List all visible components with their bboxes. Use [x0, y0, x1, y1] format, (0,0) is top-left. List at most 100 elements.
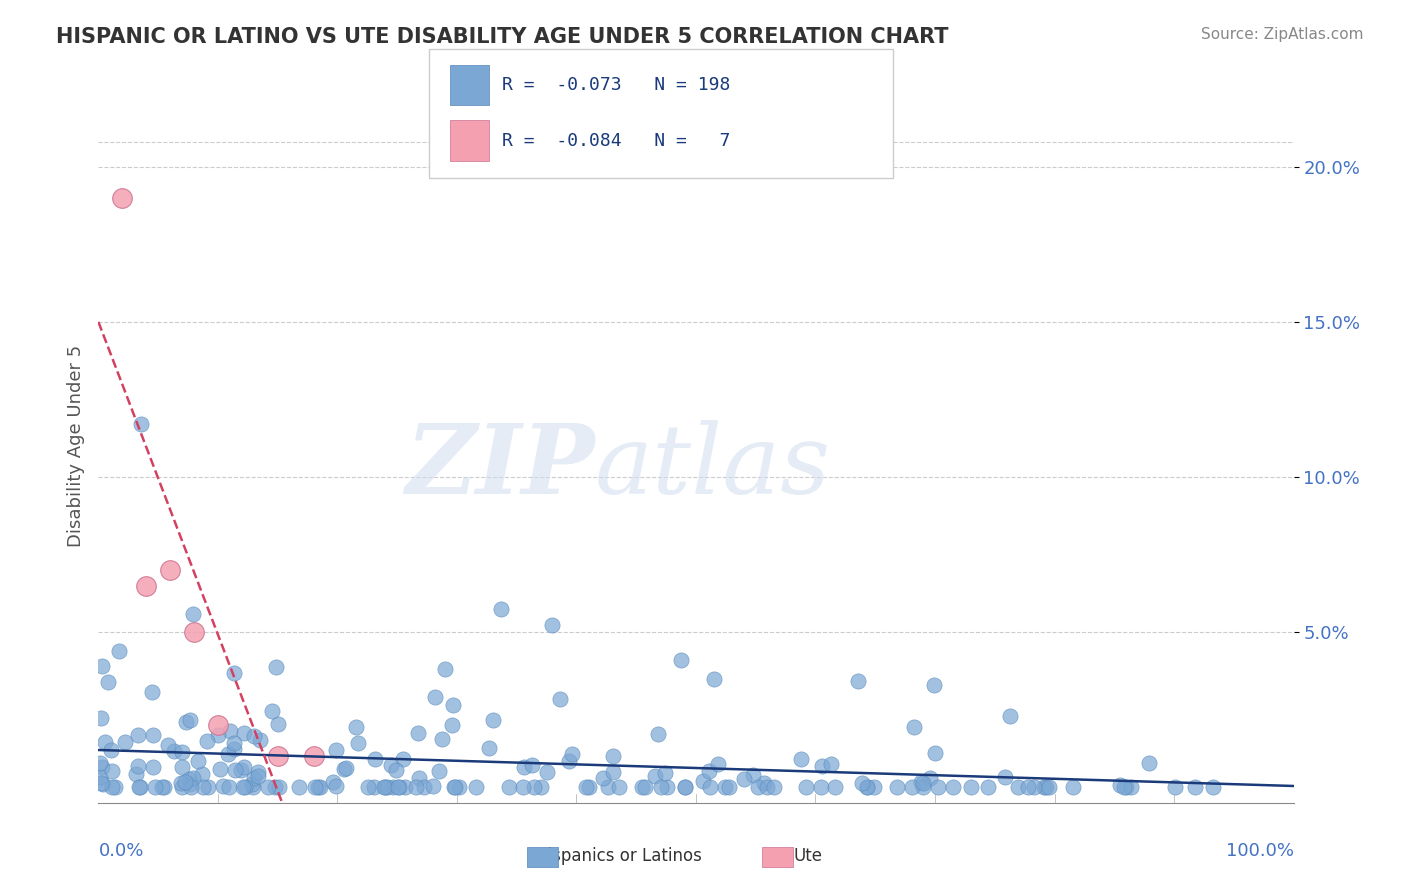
Point [309, 780, 332, 795]
Point [363, 752, 385, 766]
Text: Ute: Ute [794, 847, 823, 865]
Point [242, 777, 264, 791]
Point [90, 659, 112, 673]
Point [1119, 780, 1142, 795]
Point [441, 698, 464, 712]
Point [142, 728, 165, 742]
Point [408, 726, 430, 740]
Point [430, 732, 453, 747]
Point [846, 673, 869, 688]
Point [607, 780, 630, 795]
Point [142, 759, 165, 773]
Point [156, 738, 179, 752]
Point [163, 744, 186, 758]
Point [1201, 780, 1223, 795]
Point [918, 771, 941, 785]
Point [673, 780, 696, 795]
Point [1033, 780, 1056, 795]
Point [325, 743, 347, 757]
Point [942, 780, 965, 795]
Point [108, 644, 131, 658]
Point [90, 760, 112, 774]
Point [260, 704, 283, 718]
Point [346, 736, 368, 750]
Point [1115, 780, 1137, 795]
Point [491, 602, 513, 616]
Point [707, 757, 730, 772]
Point [602, 764, 624, 779]
Point [561, 747, 583, 761]
Point [434, 662, 457, 676]
Point [257, 780, 280, 795]
Point [335, 761, 357, 775]
Point [1017, 780, 1039, 795]
Point [592, 772, 614, 786]
Point [333, 762, 356, 776]
Point [181, 771, 204, 785]
Point [575, 780, 598, 795]
Point [820, 756, 842, 771]
Point [243, 771, 266, 785]
Text: Source: ZipAtlas.com: Source: ZipAtlas.com [1201, 27, 1364, 42]
Point [912, 780, 935, 795]
Point [191, 767, 214, 781]
Point [998, 709, 1021, 723]
Point [763, 780, 786, 795]
Text: HISPANIC OR LATINO VS UTE DISABILITY AGE UNDER 5 CORRELATION CHART: HISPANIC OR LATINO VS UTE DISABILITY AGE… [56, 27, 949, 46]
Point [222, 736, 245, 750]
Point [558, 754, 581, 768]
Point [127, 728, 149, 742]
Point [224, 763, 246, 777]
Point [602, 748, 624, 763]
Point [1139, 756, 1161, 770]
Point [482, 713, 505, 727]
Point [242, 729, 264, 743]
Point [344, 719, 367, 733]
Point [422, 779, 444, 793]
Point [512, 760, 534, 774]
Point [794, 780, 817, 795]
Point [264, 660, 287, 674]
Point [207, 728, 229, 742]
Point [104, 780, 127, 795]
Point [197, 780, 219, 795]
Point [231, 763, 253, 777]
Point [179, 772, 201, 786]
Point [523, 780, 546, 795]
Point [90, 711, 112, 725]
Point [267, 749, 290, 764]
Point [440, 717, 463, 731]
Point [91, 777, 114, 791]
Point [208, 762, 231, 776]
Point [179, 777, 201, 791]
Point [718, 780, 741, 795]
Point [530, 780, 553, 795]
Point [536, 765, 558, 780]
Point [512, 780, 534, 795]
Text: ZIP: ZIP [405, 420, 595, 515]
Point [224, 742, 246, 756]
Point [135, 579, 157, 593]
Point [242, 780, 264, 795]
Point [465, 780, 488, 795]
Point [756, 780, 779, 795]
Point [174, 714, 197, 729]
Point [903, 720, 925, 734]
Point [247, 769, 270, 783]
Point [1062, 780, 1084, 795]
Point [232, 760, 254, 774]
Text: R =  -0.073   N = 198: R = -0.073 N = 198 [502, 76, 730, 94]
Point [173, 775, 195, 789]
Point [101, 764, 124, 778]
Point [886, 780, 908, 795]
Point [647, 727, 669, 741]
Point [264, 780, 287, 795]
Point [181, 607, 204, 621]
Point [671, 653, 693, 667]
Point [172, 780, 194, 795]
Point [357, 780, 380, 795]
Point [1164, 780, 1187, 795]
Point [180, 780, 202, 795]
Point [89, 770, 111, 784]
Point [423, 690, 446, 705]
